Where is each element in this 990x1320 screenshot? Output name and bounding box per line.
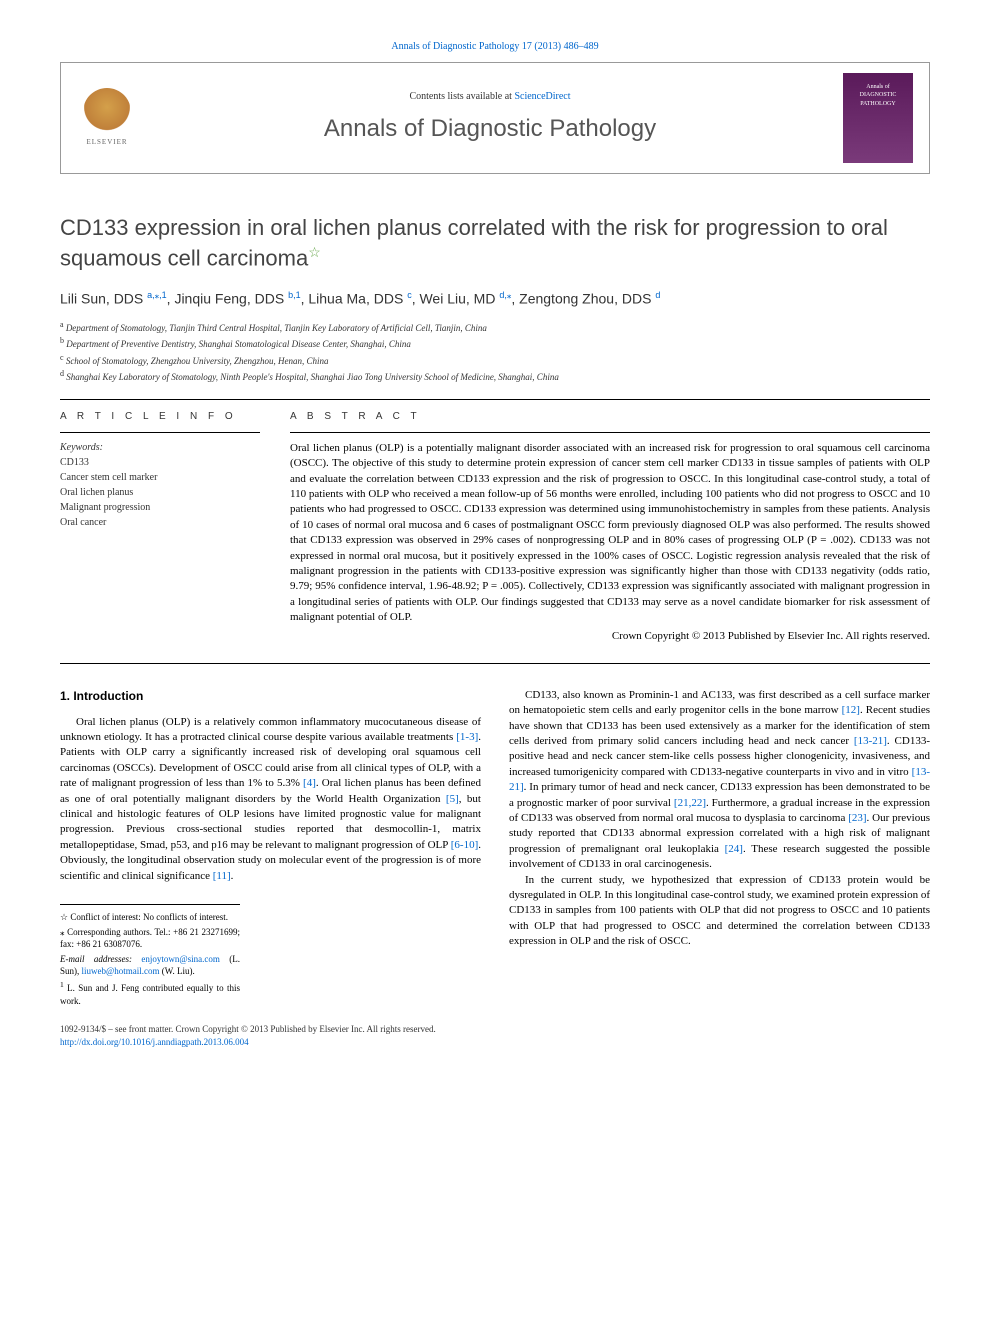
info-divider <box>60 432 260 433</box>
page: Annals of Diagnostic Pathology 17 (2013)… <box>0 0 990 1088</box>
body-text: 1. Introduction Oral lichen planus (OLP)… <box>60 688 930 1007</box>
journal-citation: Annals of Diagnostic Pathology 17 (2013)… <box>60 40 930 54</box>
cite-4[interactable]: [4] <box>303 777 316 789</box>
email-link-2[interactable]: liuweb@hotmail.com <box>82 966 160 976</box>
title-text: CD133 expression in oral lichen planus c… <box>60 215 888 270</box>
keyword: Oral cancer <box>60 515 260 530</box>
journal-name: Annals of Diagnostic Pathology <box>137 112 843 146</box>
fn-equal-text: L. Sun and J. Feng contributed equally t… <box>60 983 240 1006</box>
authors-line: Lili Sun, DDS a,⁎,1, Jinqiu Feng, DDS b,… <box>60 289 930 309</box>
keyword: Malignant progression <box>60 500 260 515</box>
t: Oral lichen planus (OLP) is a relatively… <box>60 716 481 743</box>
abstract-label: A B S T R A C T <box>290 410 930 424</box>
intro-heading: 1. Introduction <box>60 688 481 705</box>
journal-header: ELSEVIER Contents lists available at Sci… <box>60 62 930 174</box>
email-label: E-mail addresses: <box>60 954 141 964</box>
page-footer: 1092-9134/$ – see front matter. Crown Co… <box>60 1023 930 1048</box>
info-abstract-row: A R T I C L E I N F O Keywords: CD133 Ca… <box>60 410 930 645</box>
affil-d-text: Shanghai Key Laboratory of Stomatology, … <box>66 372 559 382</box>
affil-b-text: Department of Preventive Dentistry, Shan… <box>66 339 411 349</box>
keyword: Cancer stem cell marker <box>60 470 260 485</box>
footnotes: ☆ Conflict of interest: No conflicts of … <box>60 904 240 1007</box>
affil-c-text: School of Stomatology, Zhengzhou Univers… <box>66 356 329 366</box>
intro-para-1: Oral lichen planus (OLP) is a relatively… <box>60 715 481 884</box>
fn-email: E-mail addresses: enjoytown@sina.com (L.… <box>60 953 240 978</box>
cite-13-21[interactable]: [13-21] <box>854 735 887 747</box>
elsevier-tree-icon <box>83 88 131 136</box>
author-1: Lili Sun, DDS <box>60 290 147 306</box>
abstract-column: A B S T R A C T Oral lichen planus (OLP)… <box>290 410 930 645</box>
cite-23[interactable]: [23] <box>848 812 866 824</box>
author-4: , Wei Liu, MD <box>412 290 500 306</box>
divider-bottom <box>60 663 930 664</box>
footer-copyright: 1092-9134/$ – see front matter. Crown Co… <box>60 1023 930 1036</box>
author-2-affil[interactable]: b,1 <box>288 290 301 300</box>
email-link-1[interactable]: enjoytown@sina.com <box>141 954 220 964</box>
cover-text-1: Annals of <box>866 83 890 91</box>
fn-equal: 1 L. Sun and J. Feng contributed equally… <box>60 980 240 1007</box>
article-info-column: A R T I C L E I N F O Keywords: CD133 Ca… <box>60 410 260 645</box>
t: . <box>231 870 234 882</box>
title-star-icon: ☆ <box>308 244 321 260</box>
intro-para-2: CD133, also known as Prominin-1 and AC13… <box>509 688 930 873</box>
elsevier-logo: ELSEVIER <box>77 83 137 153</box>
cover-text-3: PATHOLOGY <box>860 100 895 108</box>
article-info-label: A R T I C L E I N F O <box>60 410 260 424</box>
citation-link[interactable]: Annals of Diagnostic Pathology 17 (2013)… <box>391 41 598 52</box>
author-4-affil[interactable]: d,⁎ <box>499 290 511 300</box>
journal-cover-thumb: Annals of DIAGNOSTIC PATHOLOGY <box>843 73 913 163</box>
fn-conflict-text: Conflict of interest: No conflicts of in… <box>70 912 228 922</box>
email-who-2: (W. Liu). <box>160 966 195 976</box>
cite-12[interactable]: [12] <box>842 704 860 716</box>
keywords-list: CD133 Cancer stem cell marker Oral liche… <box>60 455 260 530</box>
cite-1-3[interactable]: [1-3] <box>456 731 478 743</box>
article-title: CD133 expression in oral lichen planus c… <box>60 214 930 273</box>
affiliations: a Department of Stomatology, Tianjin Thi… <box>60 319 930 385</box>
author-5: , Zengtong Zhou, DDS <box>511 290 655 306</box>
keywords-label: Keywords: <box>60 441 260 455</box>
cite-5[interactable]: [5] <box>446 793 459 805</box>
affil-c: c School of Stomatology, Zhengzhou Unive… <box>60 352 930 369</box>
cover-text-2: DIAGNOSTIC <box>860 91 897 99</box>
divider-top <box>60 399 930 400</box>
contents-prefix: Contents lists available at <box>409 91 514 102</box>
author-5-affil[interactable]: d <box>655 290 660 300</box>
cite-6-10[interactable]: [6-10] <box>451 839 479 851</box>
abstract-copyright: Crown Copyright © 2013 Published by Else… <box>290 629 930 644</box>
affil-a-text: Department of Stomatology, Tianjin Third… <box>66 323 487 333</box>
affil-d: d Shanghai Key Laboratory of Stomatology… <box>60 368 930 385</box>
author-3: , Lihua Ma, DDS <box>301 290 408 306</box>
header-center: Contents lists available at ScienceDirec… <box>137 90 843 146</box>
affil-b: b Department of Preventive Dentistry, Sh… <box>60 335 930 352</box>
doi-link[interactable]: http://dx.doi.org/10.1016/j.anndiagpath.… <box>60 1037 249 1047</box>
footnote-block: ☆ Conflict of interest: No conflicts of … <box>60 904 481 1007</box>
author-1-affil[interactable]: a,⁎,1 <box>147 290 167 300</box>
intro-para-3: In the current study, we hypothesized th… <box>509 873 930 950</box>
cite-11[interactable]: [11] <box>213 870 231 882</box>
contents-line: Contents lists available at ScienceDirec… <box>137 90 843 104</box>
cite-21-22[interactable]: [21,22] <box>674 797 706 809</box>
author-2: , Jinqiu Feng, DDS <box>167 290 288 306</box>
cite-24[interactable]: [24] <box>725 843 743 855</box>
abstract-divider <box>290 432 930 433</box>
sciencedirect-link[interactable]: ScienceDirect <box>514 91 570 102</box>
elsevier-text: ELSEVIER <box>86 138 127 148</box>
keyword: Oral lichen planus <box>60 485 260 500</box>
keyword: CD133 <box>60 455 260 470</box>
fn-conflict: ☆ Conflict of interest: No conflicts of … <box>60 911 240 924</box>
fn-corresponding: ⁎ Corresponding authors. Tel.: +86 21 23… <box>60 926 240 951</box>
affil-a: a Department of Stomatology, Tianjin Thi… <box>60 319 930 336</box>
fn-corr-text: Corresponding authors. Tel.: +86 21 2327… <box>60 927 240 950</box>
abstract-text: Oral lichen planus (OLP) is a potentiall… <box>290 441 930 626</box>
